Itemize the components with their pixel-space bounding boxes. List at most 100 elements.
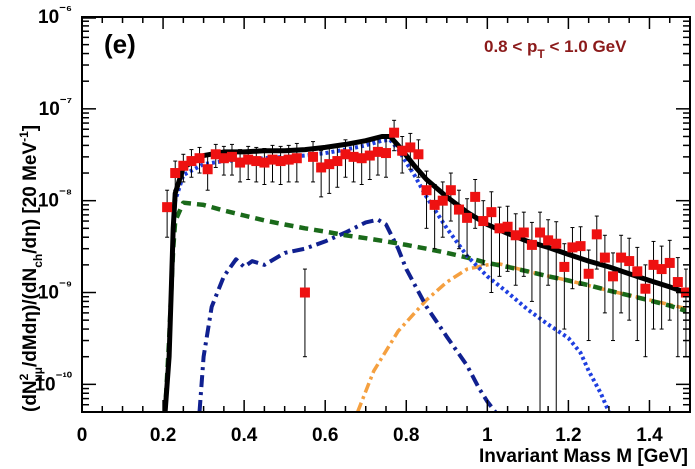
data-point bbox=[567, 242, 578, 253]
cut-label-lower: 0.8 < p bbox=[484, 37, 537, 56]
data-point bbox=[640, 283, 651, 294]
data-point bbox=[413, 149, 424, 160]
x-axis-title: Invariant Mass M [GeV] bbox=[479, 446, 688, 467]
y-tick-label-base: 10 bbox=[38, 283, 59, 304]
data-point bbox=[194, 153, 205, 164]
data-point bbox=[340, 149, 351, 160]
data-point bbox=[453, 204, 464, 215]
data-point bbox=[372, 146, 383, 157]
y-tick-label-base: 10 bbox=[38, 7, 59, 28]
data-point bbox=[364, 150, 375, 161]
data-point bbox=[251, 156, 262, 167]
y-tick-label-base: 10 bbox=[38, 191, 59, 212]
data-point bbox=[299, 287, 310, 298]
data-point bbox=[672, 277, 683, 288]
data-point bbox=[624, 256, 635, 267]
data-point bbox=[518, 227, 529, 238]
y-title-sup2: 2 bbox=[17, 373, 31, 380]
data-point bbox=[324, 159, 335, 170]
x-tick-label: 0.2 bbox=[150, 425, 176, 446]
data-point bbox=[405, 142, 416, 153]
data-point bbox=[162, 202, 173, 213]
data-point bbox=[210, 149, 221, 160]
data-point bbox=[170, 168, 181, 179]
data-points bbox=[162, 119, 690, 412]
y-title-mid: /dMdη)/(dN bbox=[20, 268, 41, 367]
y-tick-label-exponent: ⁻⁸ bbox=[59, 186, 72, 201]
x-tick-label: 1.2 bbox=[555, 425, 581, 446]
data-point bbox=[186, 156, 197, 167]
cut-label-upper: < 1.0 GeV bbox=[545, 37, 627, 56]
data-point bbox=[478, 216, 489, 227]
data-point bbox=[494, 223, 505, 234]
data-point bbox=[291, 153, 302, 164]
curve-green-dashed bbox=[162, 200, 687, 412]
data-point bbox=[429, 199, 440, 210]
data-point bbox=[275, 156, 286, 167]
data-point bbox=[664, 257, 675, 268]
data-point bbox=[202, 164, 213, 175]
data-point bbox=[397, 145, 408, 156]
data-point bbox=[226, 151, 237, 162]
data-point bbox=[462, 212, 473, 223]
data-point bbox=[235, 157, 246, 168]
data-point bbox=[259, 157, 270, 168]
data-point bbox=[591, 229, 602, 240]
y-tick-label: 10⁻⁶ bbox=[38, 2, 72, 28]
y-title-open: (dN bbox=[20, 380, 41, 412]
y-tick-label-exponent: ⁻⁶ bbox=[59, 2, 72, 17]
data-point bbox=[502, 221, 513, 232]
data-point bbox=[308, 151, 319, 162]
data-point bbox=[356, 153, 367, 164]
data-point bbox=[607, 271, 618, 282]
data-point bbox=[243, 154, 254, 165]
data-point bbox=[656, 264, 667, 275]
data-point bbox=[267, 154, 278, 165]
y-tick-label: 10⁻⁷ bbox=[39, 94, 72, 120]
axes: 0 0.2 0.4 0.6 0.8 1 1.2 1.410⁻¹⁰10⁻⁹10⁻⁸10⁻⁷10⁻… bbox=[34, 2, 691, 446]
panel-label: (e) bbox=[104, 29, 136, 59]
x-tick-label: 0.6 bbox=[312, 425, 338, 446]
data-point bbox=[283, 154, 294, 165]
y-tick-label-base: 10 bbox=[34, 374, 55, 395]
data-point bbox=[526, 239, 537, 250]
data-point bbox=[316, 162, 327, 173]
y-title-sup-minus1: -1 bbox=[17, 131, 31, 142]
data-point bbox=[551, 238, 562, 249]
data-point bbox=[599, 252, 610, 263]
data-point bbox=[445, 185, 456, 196]
data-point bbox=[332, 156, 343, 167]
y-tick-label-exponent: ⁻¹⁰ bbox=[56, 369, 73, 384]
y-tick-label: 10⁻¹⁰ bbox=[34, 369, 72, 395]
data-point bbox=[470, 191, 481, 202]
x-tick-label: 0.8 bbox=[393, 425, 419, 446]
x-tick-label: 0.4 bbox=[231, 425, 258, 446]
y-title-close: ] bbox=[20, 125, 41, 131]
data-point bbox=[583, 268, 594, 279]
data-point bbox=[510, 230, 521, 241]
y-tick-label-exponent: ⁻⁷ bbox=[60, 94, 72, 109]
y-tick-label-exponent: ⁻⁹ bbox=[59, 278, 72, 293]
data-point bbox=[486, 207, 497, 218]
data-point bbox=[559, 261, 570, 272]
x-tick-label: 0 bbox=[77, 425, 88, 446]
data-point bbox=[437, 195, 448, 206]
y-axis-title: (dN2μμ/dMdη)/(dNch/dη) [20 MeV-1] bbox=[17, 125, 45, 412]
data-point bbox=[381, 148, 391, 159]
x-tick-label: 1.4 bbox=[636, 425, 663, 446]
curve-navy-dashdot bbox=[197, 217, 497, 412]
data-point bbox=[421, 185, 432, 196]
data-point bbox=[543, 235, 554, 246]
cut-label: 0.8 < pT < 1.0 GeV bbox=[484, 37, 627, 61]
data-point bbox=[648, 259, 659, 270]
data-point bbox=[389, 127, 400, 138]
data-point bbox=[218, 153, 229, 164]
data-point bbox=[178, 160, 189, 171]
data-point bbox=[616, 252, 627, 263]
data-point bbox=[348, 151, 359, 162]
data-point bbox=[575, 241, 586, 252]
y-title-sub-ch: ch bbox=[31, 254, 45, 268]
x-tick-label: 1 bbox=[482, 425, 493, 446]
cut-label-sub: T bbox=[537, 47, 545, 61]
